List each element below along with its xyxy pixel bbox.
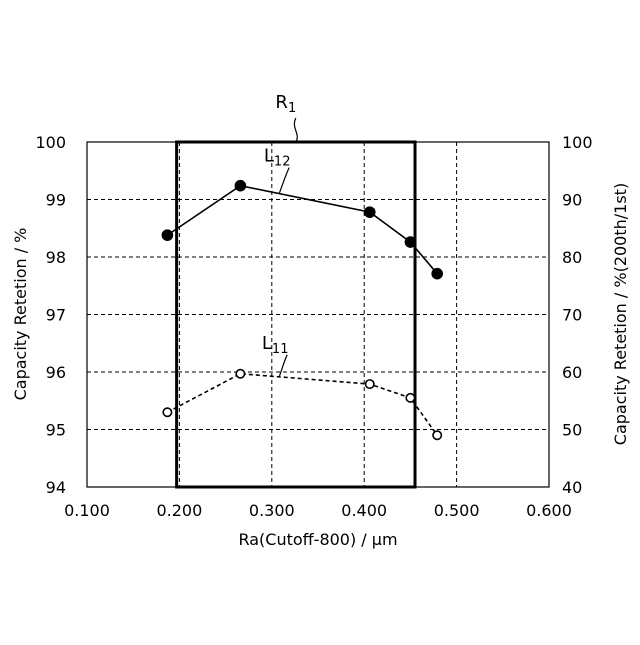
region-box: [175, 140, 417, 489]
region-leader-line: [293, 117, 298, 143]
data-point-filled: [404, 236, 417, 248]
annotation-layer: R1 L12 L11: [262, 92, 298, 378]
y2-tick-label: 100: [562, 133, 593, 152]
y-tick-label: 100: [35, 133, 66, 152]
y2-tick-label: 50: [562, 421, 582, 440]
x-tick-label: 0.100: [64, 501, 110, 520]
y2-tick-label: 60: [562, 363, 582, 382]
data-point-filled: [161, 229, 174, 241]
x-axis-title: Ra(Cutoff-800) / μm: [238, 530, 397, 549]
y-tick-label: 95: [46, 421, 66, 440]
y2-tick-label: 90: [562, 191, 582, 210]
plot-frame: [86, 141, 550, 488]
data-point-open: [235, 368, 246, 379]
data-point-open: [364, 379, 375, 390]
data-point-filled: [234, 179, 247, 192]
y-tick-label: 96: [46, 363, 66, 382]
series-layer: [161, 179, 443, 441]
region-label: R1: [275, 92, 296, 116]
x-tick-label: 0.500: [434, 501, 480, 520]
data-point-filled: [363, 206, 376, 218]
y2-axis-title: Capacity Retetion / %(200th/1st): [611, 183, 630, 445]
x-tick-label: 0.400: [341, 501, 387, 520]
y2-tick-label: 70: [562, 306, 582, 325]
y-tick-label: 98: [46, 248, 66, 267]
series-line: [167, 372, 438, 436]
x-tick-label: 0.300: [249, 501, 295, 520]
data-point-filled: [431, 267, 443, 280]
series-line: [166, 184, 438, 275]
y-tick-label: 97: [46, 306, 66, 325]
series-label: L11: [262, 333, 289, 357]
data-point-open: [405, 392, 416, 403]
series-label: L12: [264, 146, 291, 170]
y2-tick-label: 40: [562, 478, 582, 497]
region-layer: [175, 140, 417, 489]
data-point-open: [162, 407, 173, 418]
frame-layer: [86, 141, 550, 488]
x-tick-label: 0.200: [156, 501, 202, 520]
data-point-open: [432, 430, 443, 441]
y-tick-label: 94: [46, 478, 66, 497]
y2-tick-label: 80: [562, 248, 582, 267]
series-leader-line: [278, 167, 290, 194]
grid-layer: [87, 142, 549, 487]
tick-layer: 0.100 0.200 0.300 0.400 0.500 0.600 94 95 96 97 98…: [35, 133, 592, 520]
y-axis-title: Capacity Retetion / %: [11, 228, 30, 401]
series-leader-line: [278, 354, 288, 378]
y-tick-label: 99: [46, 191, 66, 210]
x-tick-label: 0.600: [526, 501, 572, 520]
